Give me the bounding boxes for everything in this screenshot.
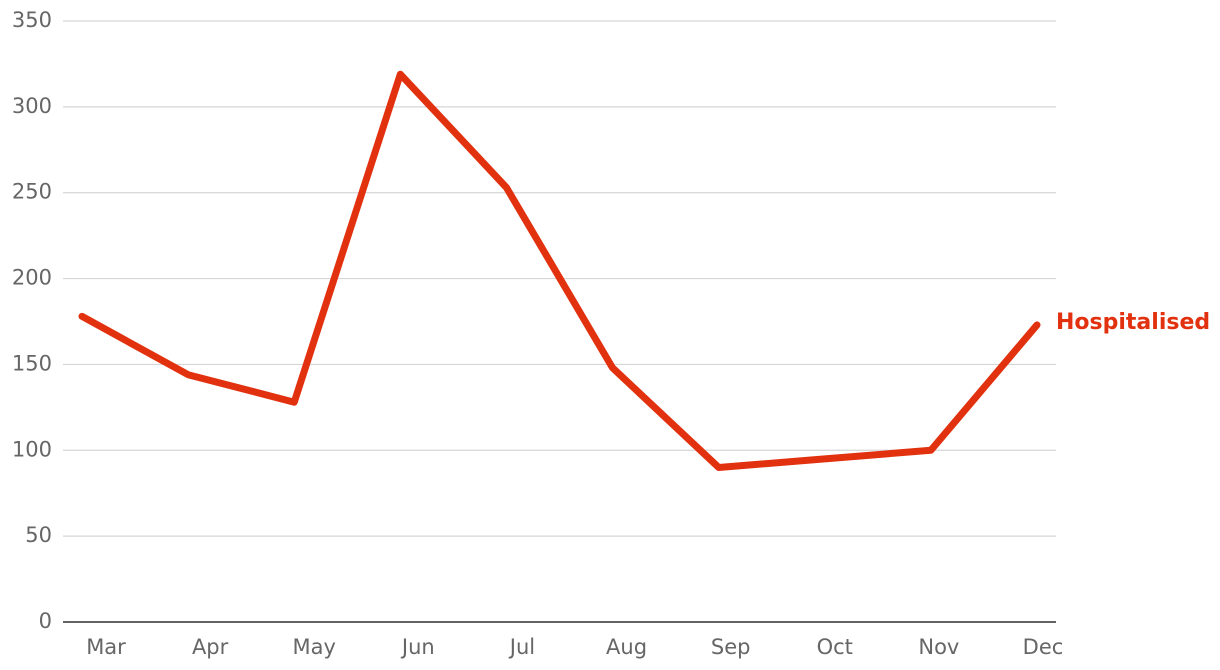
x-tick-label: May	[293, 635, 336, 659]
x-tick-label: Sep	[711, 635, 751, 659]
y-tick-label: 100	[12, 437, 52, 461]
y-tick-label: 200	[12, 266, 52, 290]
y-tick-label: 250	[12, 180, 52, 204]
x-tick-label: Nov	[918, 635, 959, 659]
y-tick-label: 350	[12, 8, 52, 32]
x-tick-label: Aug	[606, 635, 647, 659]
y-tick-label: 0	[39, 609, 52, 633]
x-tick-label: Apr	[192, 635, 229, 659]
x-tick-label: Jun	[400, 635, 435, 659]
y-tick-label: 300	[12, 94, 52, 118]
x-tick-label: Mar	[86, 635, 126, 659]
x-tick-label: Oct	[817, 635, 853, 659]
x-tick-label: Dec	[1023, 635, 1064, 659]
y-tick-label: 150	[12, 351, 52, 375]
y-tick-label: 50	[25, 523, 52, 547]
line	[78, 70, 1041, 471]
x-tick-label: Jul	[508, 635, 535, 659]
series-label: Hospitalised	[1056, 310, 1210, 335]
